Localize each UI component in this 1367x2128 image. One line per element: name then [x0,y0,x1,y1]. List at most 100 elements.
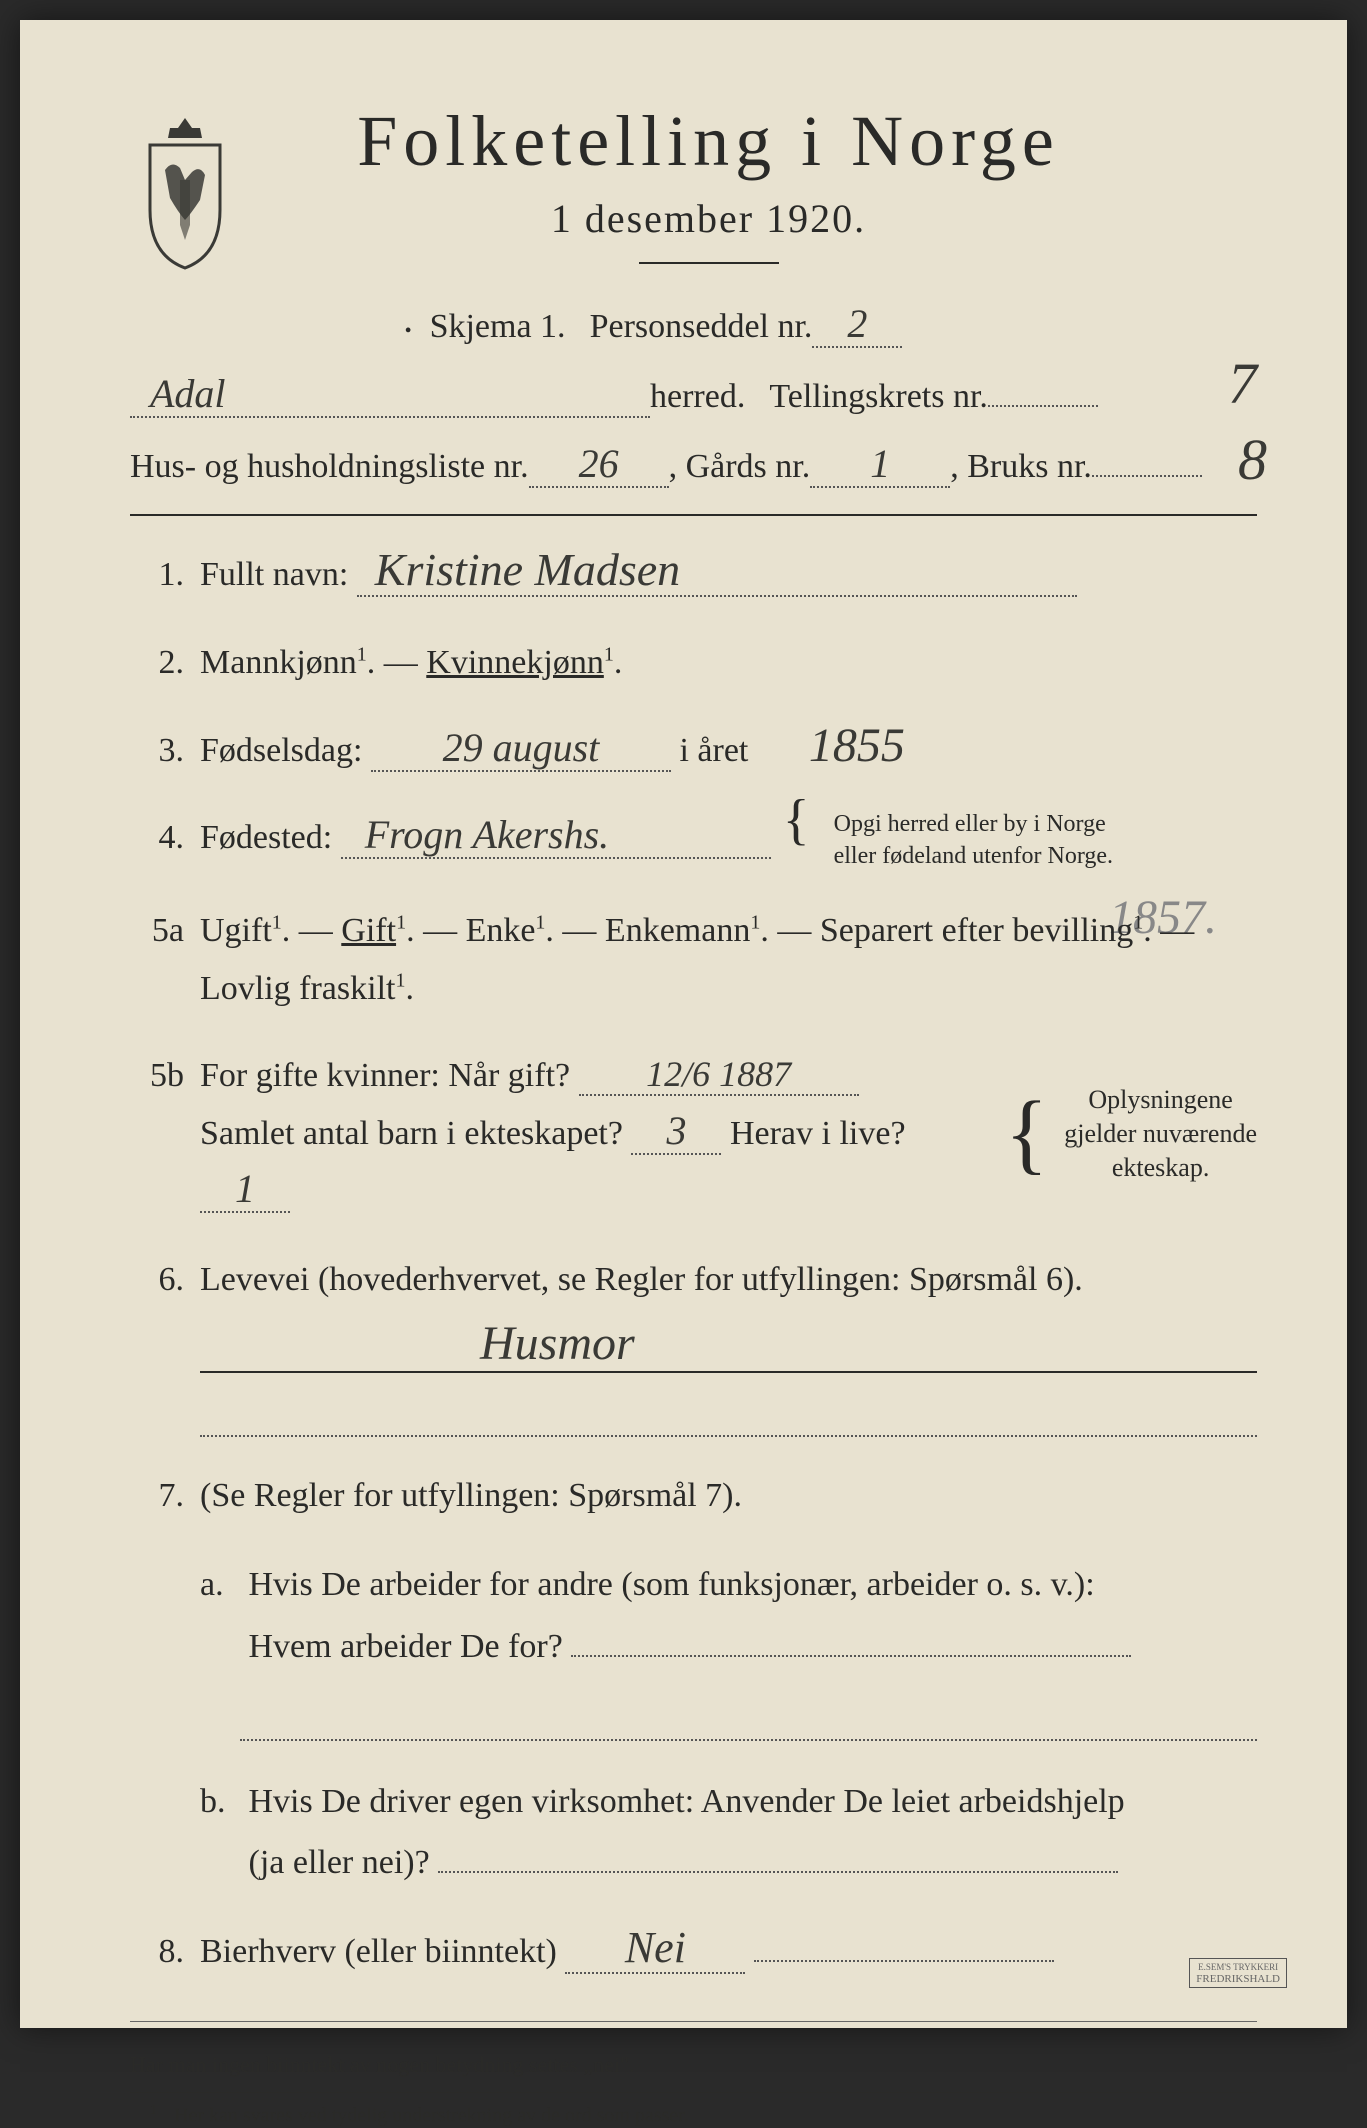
q6-answer-line: Husmor [200,1339,1257,1373]
hus-line: Hus- og husholdningsliste nr. 26 , Gårds… [130,444,1257,488]
section-divider-1 [130,514,1257,516]
q8-number: 8. [130,1933,184,1971]
question-7: 7. (Se Regler for utfyllingen: Spørsmål … [130,1467,1257,1525]
q5b-note-l3: ekteskap. [1112,1153,1209,1182]
hus-label: Hus- og husholdningsliste nr. [130,448,529,486]
q5a-enkemann: Enkemann [605,912,750,949]
q5b-val2: 3 [631,1111,721,1155]
gards-label: , Gårds nr. [669,448,811,486]
question-5b: 5b For gifte kvinner: Når gift? 12/6 188… [130,1047,1257,1220]
q8-value: Nei [565,1926,745,1974]
q7-header: (Se Regler for utfyllingen: Spørsmål 7). [200,1477,742,1514]
q4-note: Opgi herred eller by i Norge eller fødel… [834,809,1113,871]
q5a-gift: Gift [341,912,396,949]
q5b-label1: For gifte kvinner: Når gift? [200,1057,570,1094]
q7b-text1: Hvis De driver egen virksomhet: Anvender… [249,1783,1125,1820]
q4-note-l2: eller fødeland utenfor Norge. [834,843,1113,869]
form-slip-line: • Skjema 1. Personseddel nr. 2 [130,304,1257,348]
q5a-fraskilt: Lovlig fraskilt [200,970,395,1007]
q5b-note-l1: Oplysningene [1088,1085,1232,1114]
q4-label: Fødested: [200,819,332,856]
q7b-blank [438,1847,1118,1873]
coat-of-arms-icon [130,110,240,270]
brace-icon: { [783,809,810,831]
skjema-label: Skjema 1. [430,308,566,346]
q6-text: Levevei (hovederhvervet, se Regler for u… [200,1261,1083,1298]
footnote-1: 1 Her kan svares ved tydelig understrekn… [130,2103,1257,2128]
personseddel-value: 2 [812,304,902,348]
printer-stamp: E.SEM'S TRYKKERI FREDRIKSHALD [1189,1958,1287,1988]
q5a-enke: Enke [466,912,536,949]
title-divider [639,262,779,264]
norwegian-coat-of-arms-icon [130,110,240,270]
q8-blank [754,1936,1054,1962]
q5b-label3: Herav i live? [730,1115,906,1152]
q7-number: 7. [130,1477,184,1515]
q6-number: 6. [130,1261,184,1299]
herred-value: Adal [130,374,650,418]
question-4: 4. Fødested: Frogn Akershs. { Opgi herre… [130,809,1257,871]
footnote-1-text: Her kan svares ved tydelig understreknin… [174,2105,689,2127]
header-row: Folketelling i Norge 1 desember 1920. [130,100,1257,294]
gards-value: 1 [810,444,950,488]
footnote-divider [130,2021,1257,2022]
hus-value: 26 [529,444,669,488]
q5b-number: 5b [130,1057,184,1095]
question-3: 3. Fødselsdag: 29 august i året 1855 [130,722,1257,780]
q4-number: 4. [130,819,184,857]
bruks-value [1092,473,1202,477]
question-1: 1. Fullt navn: Kristine Madsen [130,546,1257,604]
herred-label: herred. [650,378,745,416]
q3-label-a: Fødselsdag: [200,732,362,769]
q2-male: Mannkjønn [200,644,357,681]
question-2: 2. Mannkjønn1. — Kvinnekjønn1. [130,634,1257,692]
footnote-divider-2 [130,2092,1257,2093]
q5b-note-l2: gjelder nuværende [1064,1119,1257,1148]
q1-label: Fullt navn: [200,556,348,593]
q6-blank-line [200,1403,1257,1437]
date-subtitle: 1 desember 1920. [280,195,1137,242]
q3-label-b: i året [679,732,748,769]
bruks-value-large: 8 [1238,426,1267,493]
q7a-blank [571,1631,1131,1657]
brace-icon-2: { [1005,1116,1048,1152]
q7a-text2: Hvem arbeider De for? [249,1628,563,1665]
tellingskrets-value-large: 7 [1228,350,1257,417]
q5a-number: 5a [130,912,184,950]
q4-value: Frogn Akershs. [341,815,771,859]
q1-number: 1. [130,556,184,594]
question-7a: a. Hvis De arbeider for andre (som funks… [200,1554,1257,1676]
question-6: 6. Levevei (hovederhvervet, se Regler fo… [130,1251,1257,1309]
q4-note-l1: Opgi herred eller by i Norge [834,811,1106,837]
q7a-blank-line2 [240,1707,1257,1741]
q3-day: 29 august [371,728,671,772]
q5a-ugift: Ugift [200,912,272,949]
question-5a: 5a Ugift1. — Gift1. — Enke1. — Enkemann1… [130,902,1257,1018]
q5b-label2: Samlet antal barn i ekteskapet? [200,1115,623,1152]
stamp-text: FREDRIKSHALD [1196,1973,1280,1985]
tellingskrets-label: Tellingskrets nr. [769,378,988,416]
q2-number: 2. [130,644,184,682]
q7b-text2: (ja eller nei)? [249,1844,430,1881]
main-title: Folketelling i Norge [280,100,1137,183]
q2-female: Kvinnekjønn [426,644,604,681]
question-8: 8. Bierhverv (eller biinntekt) Nei [130,1923,1257,1981]
census-form-page: 7 8 1857. Folketelling i Norge 1 desembe… [20,20,1347,2028]
q5b-val1: 12/6 1887 [579,1056,859,1096]
question-7b: b. Hvis De driver egen virksomhet: Anven… [200,1771,1257,1893]
q3-year: 1855 [757,722,957,772]
q5b-note: Oplysningene gjelder nuværende ekteskap. [1064,1083,1257,1184]
q5a-separert: Separert efter bevilling [820,912,1133,949]
herred-line: Adal herred. Tellingskrets nr. [130,374,1257,418]
q6-value: Husmor [480,1316,635,1371]
q7a-text1: Hvis De arbeider for andre (som funksjon… [249,1566,1095,1603]
bruks-label: , Bruks nr. [950,448,1092,486]
tellingskrets-value [988,403,1098,407]
footnote-main: Har man ingen biinntekt av nogen betydni… [130,2052,1257,2078]
title-block: Folketelling i Norge 1 desember 1920. [280,100,1257,294]
q3-number: 3. [130,732,184,770]
q5b-val3: 1 [200,1169,290,1213]
q8-label: Bierhverv (eller biinntekt) [200,1933,557,1970]
q1-value: Kristine Madsen [357,547,1077,597]
personseddel-label: Personseddel nr. [590,308,813,346]
